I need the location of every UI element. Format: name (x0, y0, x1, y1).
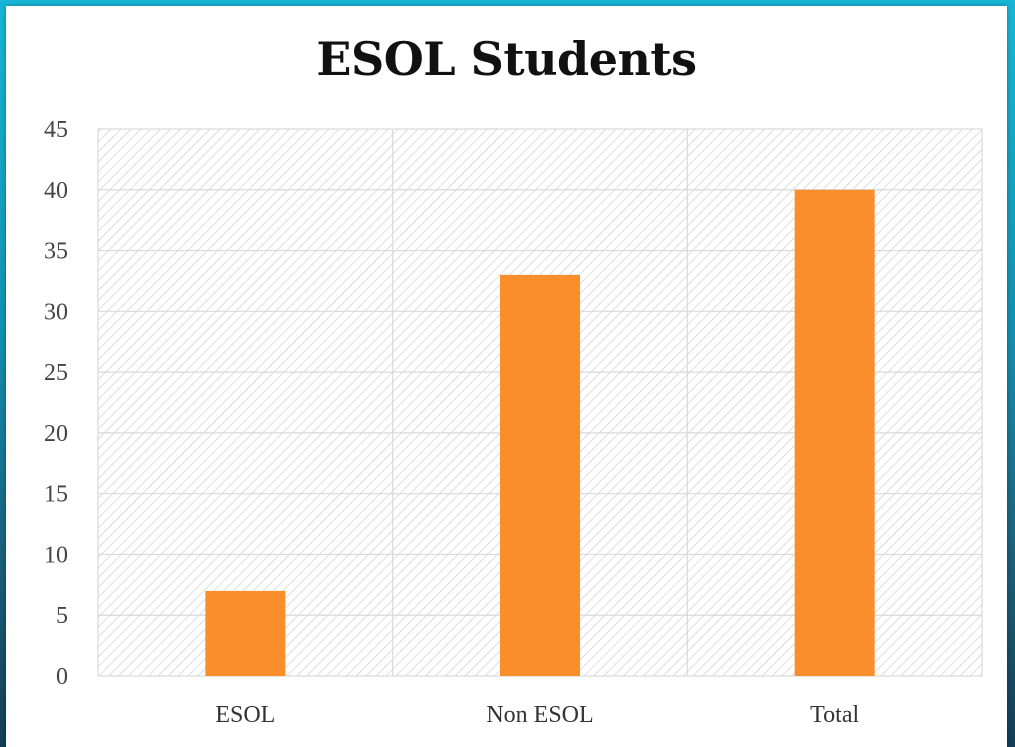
y-tick-label: 30 (44, 299, 68, 325)
y-tick-label: 0 (56, 664, 68, 690)
bars (205, 189, 875, 676)
y-tick-label: 15 (44, 482, 68, 508)
y-tick-label: 20 (44, 421, 68, 447)
slide-panel: ESOL Students 0 5 10 15 20 25 30 35 40 45 ESOL Non… (6, 6, 1007, 747)
x-category-label: Non ESOL (486, 702, 593, 728)
bar-chart: 0 5 10 15 20 25 30 35 40 45 ESOL Non ESOL Total (44, 117, 983, 728)
y-tick-label: 5 (56, 603, 68, 629)
y-axis-ticks: 0 5 10 15 20 25 30 35 40 45 (44, 117, 68, 690)
y-tick-label: 40 (44, 178, 68, 204)
y-tick-label: 45 (44, 117, 68, 143)
y-tick-label: 35 (44, 239, 68, 265)
x-category-label: Total (810, 702, 859, 728)
bar-total (794, 189, 875, 676)
bar-non-esol (500, 274, 580, 676)
bar-esol (205, 590, 286, 676)
x-axis-categories: ESOL Non ESOL Total (215, 702, 859, 728)
chart-title: ESOL Students (316, 32, 697, 86)
y-tick-label: 10 (44, 542, 68, 568)
x-category-label: ESOL (215, 702, 275, 728)
y-tick-label: 25 (44, 360, 68, 386)
